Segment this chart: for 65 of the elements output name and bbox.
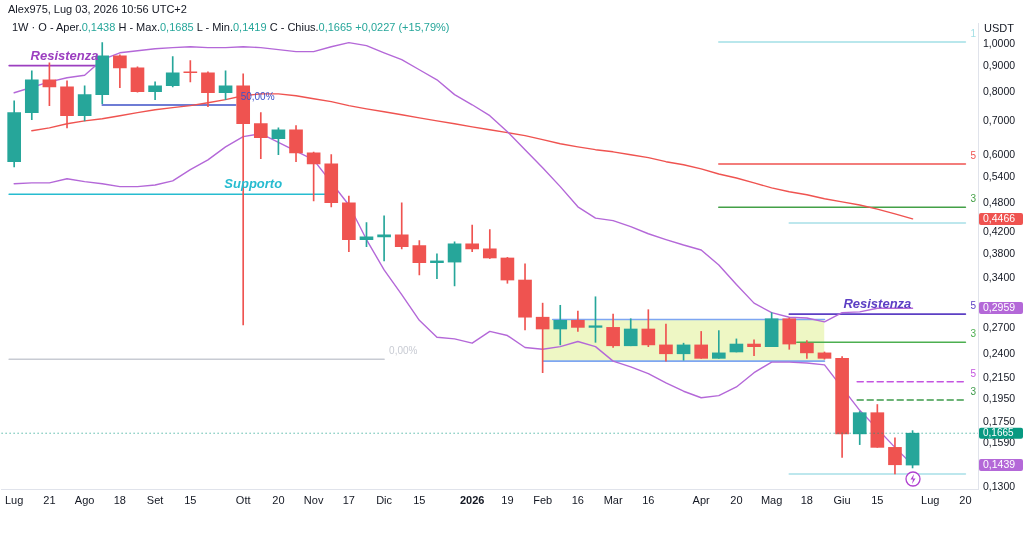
x-tick-label: 16 <box>571 493 584 506</box>
x-tick-label: 17 <box>342 493 355 506</box>
x-tick-label: Mag <box>760 493 783 506</box>
x-tick-label: Set <box>146 493 164 506</box>
x-tick-label: Dic <box>376 493 393 506</box>
x-tick-label: 21 <box>43 493 56 506</box>
y-tick-label: 0,4800 <box>983 196 1016 209</box>
ref-line-label: 0,1665 <box>983 427 1015 439</box>
x-tick-label: 15 <box>413 493 426 506</box>
series-label: 5 <box>970 149 977 161</box>
y-tick-label: 0,5400 <box>983 170 1016 183</box>
y-tick-label: 0,1300 <box>983 479 1016 492</box>
x-tick-label: Lug <box>5 493 24 506</box>
y-tick-label: 0,4200 <box>983 225 1016 238</box>
y-tick-label: 0,6000 <box>983 147 1016 160</box>
y-tick-label: 0,3800 <box>983 246 1016 259</box>
series-label: 1 <box>970 27 977 39</box>
x-tick-label: Nov <box>303 493 324 506</box>
x-tick-label: 19 <box>501 493 514 506</box>
y-tick-label: 0,3400 <box>983 270 1016 283</box>
x-tick-label: 15 <box>871 493 884 506</box>
x-tick-label: Lug <box>921 493 940 506</box>
y-tick-label: 0,1590 <box>983 436 1016 449</box>
candlestick <box>377 215 391 262</box>
y-tick-label: 0,2150 <box>983 370 1016 383</box>
series-label: 3 <box>970 193 977 205</box>
y-tick-label: 0,9000 <box>983 59 1016 72</box>
chart-title: 1W · O - Aper.0,1438 H - Max.0,1685 L - Min.0,1419 C - Chius.0,1665 +0,0227 (+15,79%) <box>12 21 450 33</box>
x-tick-label: 18 <box>113 493 126 506</box>
series-label: 3 <box>970 328 977 340</box>
y-tick-label: 0,1439 <box>983 457 1016 470</box>
candlestick <box>465 224 480 252</box>
x-tick-label: 18 <box>800 493 813 506</box>
y-tick-label: 0,1750 <box>983 415 1016 428</box>
candlestick <box>711 330 726 359</box>
annotation: Resistenza <box>30 47 99 63</box>
x-tick-label: Giu <box>833 493 851 506</box>
y-axis-title: USDT <box>984 22 1015 35</box>
series-label: 5 <box>970 299 977 311</box>
y-tick-label: 0,4466 <box>983 211 1016 224</box>
series-label: 5 <box>970 367 977 379</box>
y-tick-label: 0,7000 <box>983 114 1016 127</box>
candlestick <box>747 339 761 356</box>
y-tick-label: 0,8000 <box>983 85 1016 98</box>
chart-subtitle: Alex975, Lug 03, 2026 10:56 UTC+2 <box>8 3 187 15</box>
annotation: Resistenza <box>843 296 912 312</box>
x-tick-label: Ott <box>235 493 251 506</box>
y-tick-label: 0,2400 <box>983 346 1016 359</box>
candlestick <box>659 323 673 362</box>
series-label: 3 <box>970 385 977 397</box>
x-tick-label: Apr <box>692 493 711 506</box>
candlestick <box>553 304 568 346</box>
x-tick-label: Mar <box>603 493 623 506</box>
y-tick-label: 0,1950 <box>983 391 1016 404</box>
x-tick-label: 20 <box>272 493 285 506</box>
x-tick-label: 15 <box>184 493 197 506</box>
x-tick-label: Feb <box>533 493 553 506</box>
y-tick-label: 0,2959 <box>983 301 1016 314</box>
x-tick-label: 2026 <box>459 493 485 506</box>
x-tick-label: 16 <box>642 493 655 506</box>
y-tick-label: 1,0000 <box>983 36 1016 49</box>
x-tick-label: 20 <box>730 493 743 506</box>
y-tick-label: 0,2700 <box>983 321 1016 334</box>
x-tick-label: Ago <box>74 493 95 506</box>
x-tick-label: 20 <box>959 493 972 506</box>
